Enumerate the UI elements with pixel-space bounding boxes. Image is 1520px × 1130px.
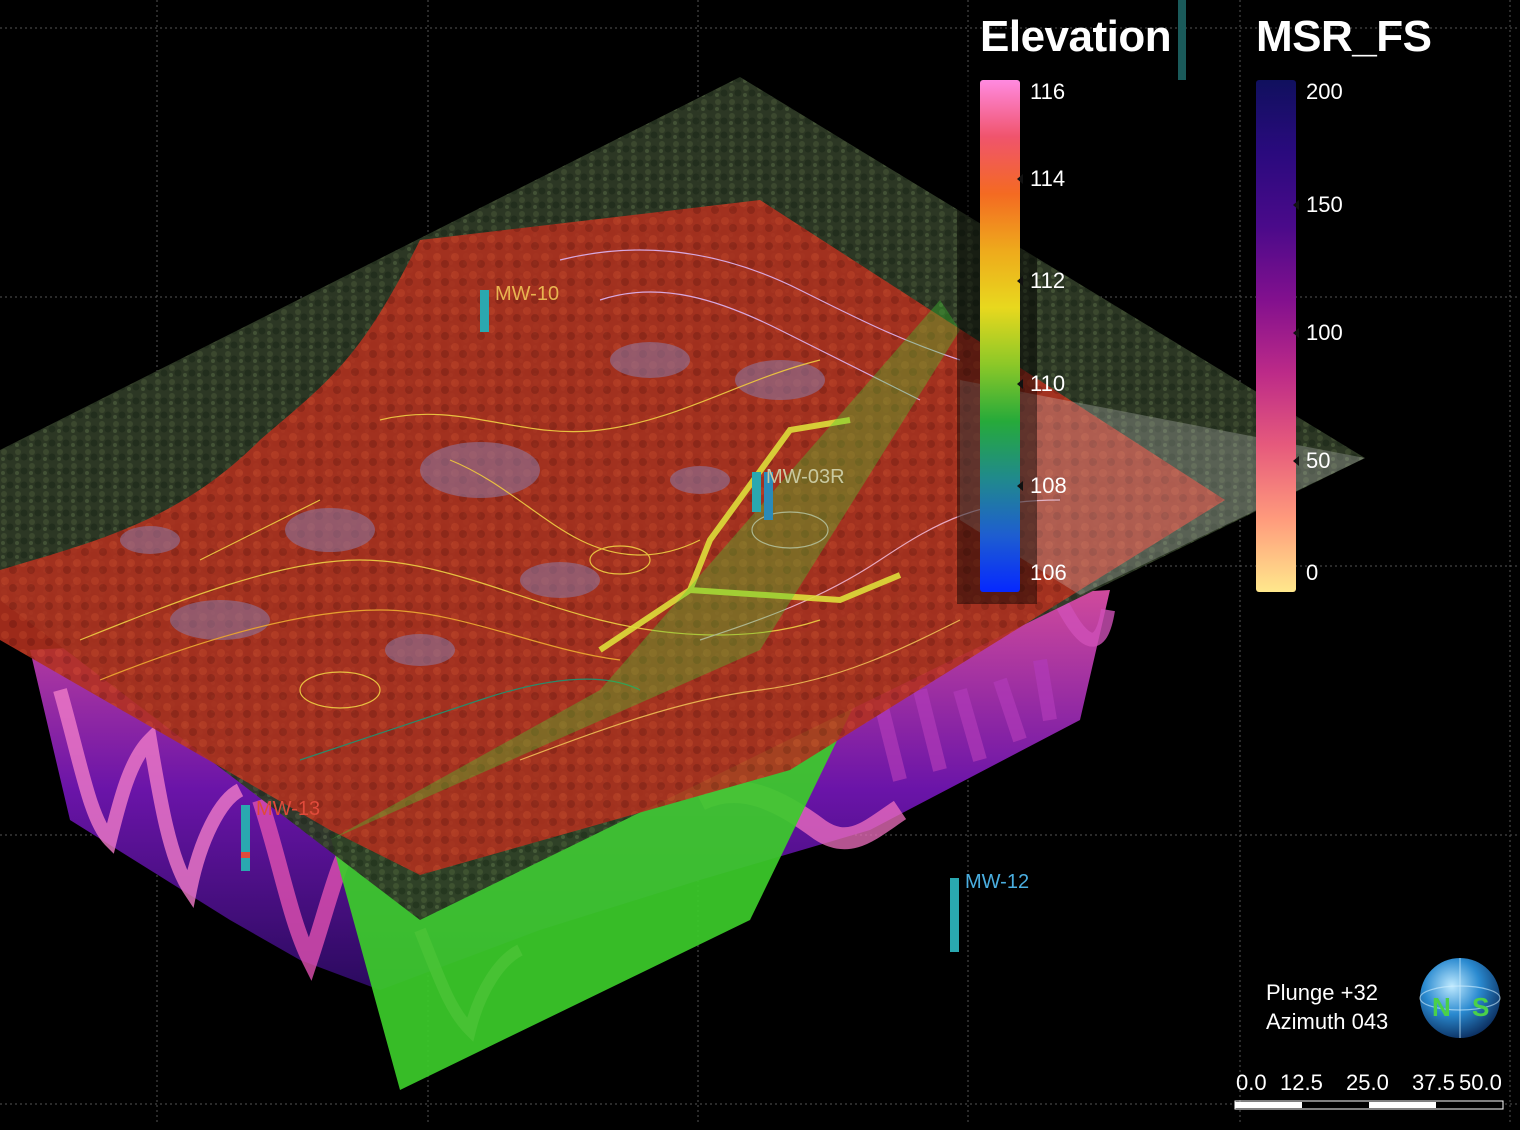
compass-globe-icon[interactable]: N S [1419,958,1501,1038]
plunge-readout: Plunge +32 [1266,980,1378,1005]
svg-text:S: S [1472,992,1489,1022]
elevation-tick-mark [1017,174,1023,184]
pad-area [960,380,1365,595]
well-mw-13[interactable]: MW-13 [241,798,320,871]
scale-bar [1234,1100,1504,1110]
msr-fs-tick-mark [1293,200,1299,210]
msr-fs-tick-mark [1293,328,1299,338]
azimuth-readout: Azimuth 043 [1266,1009,1389,1034]
elevation-tick-label: 114 [1030,166,1066,191]
elevation-tick-label: 108 [1030,473,1067,498]
elevation-tick-mark [1017,481,1023,491]
msr-fs-tick-label: 100 [1306,320,1343,345]
well-label-mw-12: MW-12 [965,871,1029,893]
msr-fs-tick-mark [1293,456,1299,466]
well-mw-03r[interactable]: MW-03R [752,466,845,520]
elevation-surface [0,200,1225,875]
contour-lines [79,249,1061,761]
elevation-tick-label: 110 [1030,371,1066,396]
elevation-tick-label: 116 [1030,79,1066,104]
scale-bar-label: 12.5 [1280,1070,1323,1095]
elevation-tick-mark [1017,379,1023,389]
msr-fs-tick-label: 0 [1306,560,1319,585]
msr-fs-legend-title: MSR_FS [1256,12,1432,61]
elevation-legend-title: Elevation [980,12,1172,61]
cross-section-top [330,300,960,840]
well-stub-top [1178,0,1186,80]
elevation-tick-label: 112 [1030,268,1066,293]
well-label-mw-10: MW-10 [495,283,559,305]
well-label-mw-03r: MW-03R [766,466,845,488]
well-mw-12[interactable]: MW-12 [950,871,1029,952]
orientation-readout: Plunge +32 Azimuth 043 [1266,978,1388,1036]
surface-blotches [120,342,825,666]
trench-polyline [598,417,902,653]
well-mw-10[interactable]: MW-10 [480,283,559,332]
scale-bar-label: 0.0 [1236,1070,1267,1095]
elevation-tick-mark [1017,276,1023,286]
msr-fs-tick-label: 200 [1306,79,1343,104]
scale-bar-label: 37.5 [1412,1070,1455,1095]
msr-fs-tick-label: 50 [1306,448,1331,473]
elevation-tick-label: 106 [1030,560,1067,585]
msr-fs-colorbar [1256,80,1296,592]
svg-text:N: N [1432,992,1451,1022]
scale-bar-label: 50.0 [1459,1070,1502,1095]
elevation-colorbar [980,80,1020,592]
scale-bar-label: 25.0 [1346,1070,1389,1095]
msr-fs-tick-label: 150 [1306,192,1343,217]
well-label-mw-13: MW-13 [256,798,320,820]
